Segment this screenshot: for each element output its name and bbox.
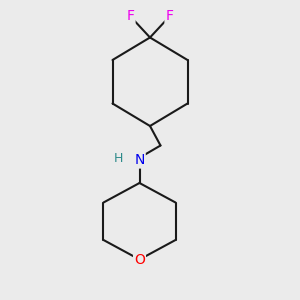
Text: H: H xyxy=(114,152,123,165)
Text: F: F xyxy=(166,10,173,23)
Text: O: O xyxy=(134,253,145,266)
Text: N: N xyxy=(134,154,145,167)
Text: F: F xyxy=(127,10,134,23)
